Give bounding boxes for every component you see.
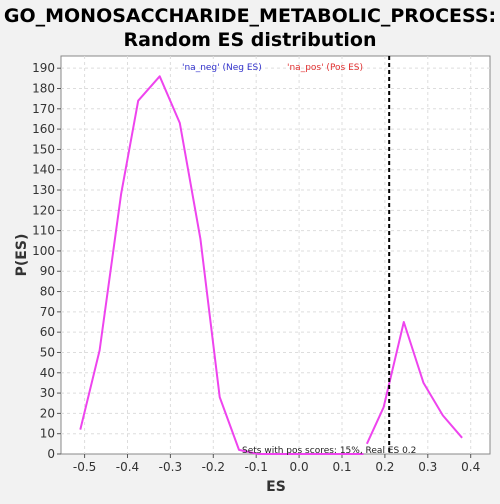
es-distribution-line <box>79 75 364 455</box>
x-tick-label: 0.0 <box>290 460 309 474</box>
legend-item-neg: 'na_neg' (Neg ES) <box>182 63 262 73</box>
chart-title-line-2: Random ES distribution <box>123 29 376 51</box>
y-tick-label: 80 <box>40 285 55 299</box>
x-tick-label: 0.1 <box>332 460 351 474</box>
y-tick-label: 190 <box>32 61 55 75</box>
y-tick-label: 60 <box>40 325 55 339</box>
x-tick-label: -0.1 <box>244 460 267 474</box>
y-tick-label: 50 <box>40 345 55 359</box>
y-tick-label: 30 <box>40 386 55 400</box>
y-tick-label: 110 <box>32 224 55 238</box>
es-distribution-line <box>365 321 463 445</box>
x-tick-label: -0.5 <box>73 460 96 474</box>
y-tick-label: 0 <box>47 447 55 461</box>
y-tick-label: 160 <box>32 122 55 136</box>
x-tick-label: 0.3 <box>418 460 437 474</box>
y-tick-label: 20 <box>40 406 55 420</box>
y-tick-label: 10 <box>40 427 55 441</box>
x-tick-label: 0.4 <box>461 460 480 474</box>
legend-item-pos: 'na_pos' (Pos ES) <box>287 63 363 73</box>
y-tick-label: 140 <box>32 163 55 177</box>
x-tick-label: -0.4 <box>116 460 139 474</box>
y-tick-label: 150 <box>32 142 55 156</box>
y-tick-label: 90 <box>40 264 55 278</box>
y-axis-label: P(ES) <box>14 234 30 277</box>
y-tick-label: 70 <box>40 305 55 319</box>
axes-layer: 0 10 20 30 40 50 60 70 80 90 100 110 120 130 140 150 160… <box>32 61 480 474</box>
grid-layer <box>61 56 490 454</box>
y-tick-label: 170 <box>32 102 55 116</box>
y-tick-label: 120 <box>32 203 55 217</box>
y-tick-label: 130 <box>32 183 55 197</box>
chart-title-line-1: GO_MONOSACCHARIDE_METABOLIC_PROCESS: <box>4 5 496 27</box>
y-tick-label: 100 <box>32 244 55 258</box>
series-layer <box>79 75 463 455</box>
y-tick-label: 180 <box>32 81 55 95</box>
x-axis-label: ES <box>266 479 286 495</box>
plot-area <box>60 55 491 455</box>
x-tick-label: 0.2 <box>375 460 394 474</box>
y-tick-label: 40 <box>40 366 55 380</box>
x-tick-label: -0.2 <box>202 460 225 474</box>
real-es-annotation: Sets with pos scores: 15%, Real ES 0.2 <box>242 446 416 456</box>
x-tick-label: -0.3 <box>159 460 182 474</box>
